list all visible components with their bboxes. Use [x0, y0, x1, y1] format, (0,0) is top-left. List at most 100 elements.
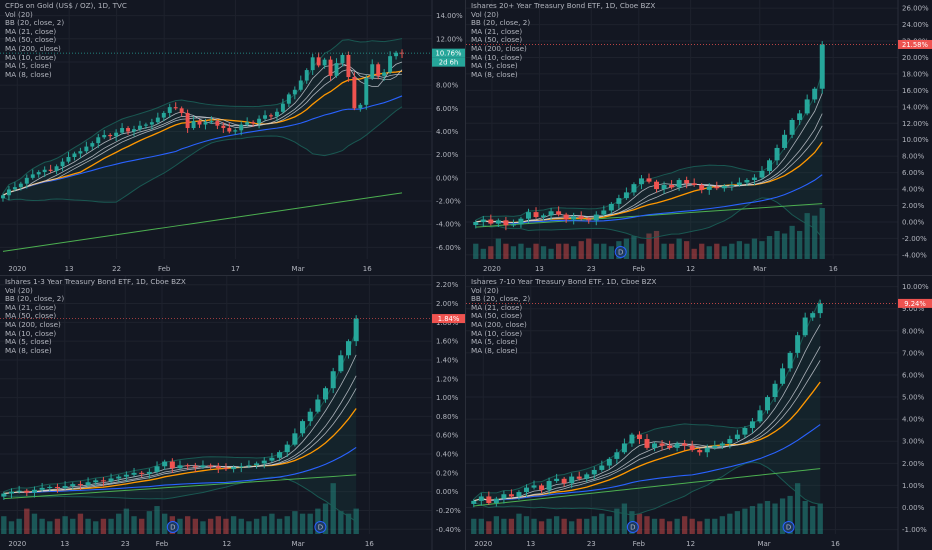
- indicator-ma5[interactable]: MA (5, close): [5, 61, 52, 71]
- x-tick-label: 2020: [483, 265, 501, 273]
- candle-body: [245, 122, 250, 125]
- candle-body: [593, 214, 599, 221]
- indicator-ma8[interactable]: MA (8, close): [471, 345, 518, 355]
- indicator-vol[interactable]: Vol (20): [471, 285, 499, 295]
- dividend-marker[interactable]: [314, 521, 327, 533]
- candle-body: [734, 434, 740, 440]
- candle-body: [601, 210, 607, 215]
- price-axis[interactable]: [898, 276, 932, 550]
- candle-body: [804, 99, 810, 114]
- dividend-marker-label: D: [786, 524, 791, 532]
- candle-body: [72, 153, 77, 157]
- volume-bar: [638, 243, 645, 259]
- price-axis[interactable]: [432, 0, 465, 275]
- indicator-bb[interactable]: BB (20, close, 2): [471, 18, 531, 28]
- candles: [471, 300, 823, 508]
- indicator-ma50[interactable]: MA (50, close): [5, 311, 57, 321]
- candle-body: [636, 434, 642, 440]
- volume-bar: [593, 243, 599, 259]
- indicator-ma200[interactable]: MA (200, close): [5, 319, 61, 329]
- volume-bar: [563, 243, 569, 259]
- candle-body: [526, 212, 531, 219]
- chart-pane-ief[interactable]: D D 10.00% 9.00% 8.00% 7.00% 6.00% 5.00% 4.00% 3.…: [466, 276, 932, 550]
- pane-title[interactable]: CFDs on Gold (US$ / OZ), 1D, TVC: [5, 1, 127, 10]
- volume-bar: [749, 506, 756, 534]
- candle-body: [100, 480, 106, 482]
- indicator-bb[interactable]: BB (20, close, 2): [5, 294, 65, 304]
- indicator-ma5[interactable]: MA (5, close): [471, 61, 518, 71]
- indicator-ma21[interactable]: MA (21, close): [471, 26, 523, 36]
- x-tick-label: 16: [829, 265, 838, 273]
- x-tick-label: 2020: [8, 265, 26, 273]
- indicator-ma200[interactable]: MA (200, close): [471, 43, 527, 53]
- indicator-vol[interactable]: Vol (20): [5, 9, 33, 19]
- indicator-ma5[interactable]: MA (5, close): [471, 337, 518, 347]
- candle-body: [161, 112, 166, 118]
- indicator-ma50[interactable]: MA (50, close): [471, 311, 523, 321]
- candle-body: [200, 465, 206, 468]
- time-axis[interactable]: [0, 534, 432, 550]
- last-price-badge: [898, 39, 932, 49]
- y-tick-label: 18.00%: [902, 70, 929, 78]
- chart-svg[interactable]: 14.00%12.00%10.00%8.00%6.00%4.00%2.00%0.…: [0, 0, 465, 275]
- indicator-ma21[interactable]: MA (21, close): [471, 302, 523, 312]
- indicator-ma8[interactable]: MA (8, close): [5, 345, 52, 355]
- dividend-marker[interactable]: [614, 246, 627, 258]
- candle-body: [191, 121, 196, 129]
- time-axis[interactable]: [0, 259, 432, 275]
- y-tick-label: 7.00%: [902, 349, 925, 357]
- candle-body: [215, 121, 220, 126]
- chart-pane-tlt[interactable]: D26.00%24.00%22.00%20.00%18.00%16.00%14.…: [466, 0, 932, 275]
- time-axis[interactable]: [466, 534, 898, 550]
- ma-10-line: [2, 68, 403, 196]
- chart-svg[interactable]: D26.00%24.00%22.00%20.00%18.00%16.00%14.…: [466, 0, 932, 275]
- indicator-ma8[interactable]: MA (8, close): [471, 69, 518, 79]
- ma-5-line: [475, 93, 823, 224]
- indicator-ma8[interactable]: MA (8, close): [5, 69, 52, 79]
- candle-body: [62, 486, 68, 488]
- indicator-ma10[interactable]: MA (10, close): [5, 52, 57, 62]
- chart-pane-gold[interactable]: 14.00%12.00%10.00%8.00%6.00%4.00%2.00%0.…: [0, 0, 465, 275]
- volume-bar: [338, 511, 344, 534]
- candle-body: [599, 465, 605, 470]
- time-axis[interactable]: [466, 259, 898, 275]
- indicator-ma10[interactable]: MA (10, close): [5, 328, 57, 338]
- indicator-ma10[interactable]: MA (10, close): [471, 328, 523, 338]
- pane-title[interactable]: Ishares 20+ Year Treasury Bond ETF, 1D, …: [471, 1, 656, 10]
- chart-svg[interactable]: DD2.20%2.00%1.80%1.60%1.40%1.20%1.00%0.8…: [0, 276, 465, 550]
- volume-bar: [276, 518, 283, 534]
- ma-50-line: [2, 95, 403, 196]
- dividend-marker[interactable]: [166, 521, 179, 533]
- indicator-ma50[interactable]: MA (50, close): [471, 35, 523, 45]
- indicator-vol[interactable]: Vol (20): [471, 9, 499, 19]
- indicator-ma5[interactable]: MA (5, close): [5, 337, 52, 347]
- candle-body: [155, 117, 160, 123]
- indicator-ma10[interactable]: MA (10, close): [471, 52, 523, 62]
- indicator-bb[interactable]: BB (20, close, 2): [471, 294, 531, 304]
- candle-body: [6, 189, 11, 196]
- candle-body: [323, 388, 329, 400]
- indicator-bb[interactable]: BB (20, close, 2): [5, 18, 65, 28]
- volume-bar: [774, 230, 780, 259]
- volume-bar: [819, 208, 825, 259]
- dividend-marker[interactable]: [626, 521, 639, 533]
- indicator-ma50[interactable]: MA (50, close): [5, 35, 57, 45]
- chart-svg[interactable]: D D 10.00% 9.00% 8.00% 7.00% 6.00% 5.00% 4.00% 3.…: [466, 276, 932, 550]
- indicator-ma200[interactable]: MA (200, close): [5, 43, 61, 53]
- x-tick-label: 22: [112, 265, 121, 273]
- chart-pane-shy[interactable]: DD2.20%2.00%1.80%1.60%1.40%1.20%1.00%0.8…: [0, 276, 465, 550]
- candle-body: [24, 177, 29, 184]
- dividend-marker[interactable]: [782, 521, 795, 533]
- indicator-ma200[interactable]: MA (200, close): [471, 319, 527, 329]
- volume-bar: [230, 516, 237, 534]
- volume-bar: [192, 518, 198, 534]
- pane-title[interactable]: Ishares 1-3 Year Treasury Bond ETF, 1D, …: [5, 277, 186, 286]
- volume-bar: [93, 521, 99, 534]
- volume-bar: [744, 243, 750, 259]
- pane-title[interactable]: Ishares 7-10 Year Treasury Bond ETF, 1D,…: [471, 277, 657, 286]
- indicator-vol[interactable]: Vol (20): [5, 285, 33, 295]
- pane-divider-horizontal[interactable]: [0, 275, 932, 276]
- indicator-ma21[interactable]: MA (21, close): [5, 26, 57, 36]
- indicator-ma21[interactable]: MA (21, close): [5, 302, 57, 312]
- volume-bar: [676, 238, 682, 259]
